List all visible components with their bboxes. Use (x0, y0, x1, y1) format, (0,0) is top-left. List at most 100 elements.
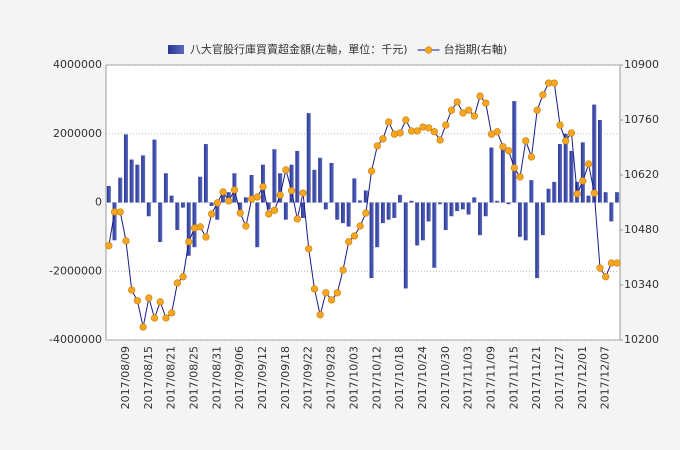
bar (420, 202, 425, 241)
marker (396, 129, 404, 137)
bar (500, 147, 505, 203)
bar (432, 202, 437, 268)
x-tick-label: 2017/10/30 (439, 346, 452, 409)
bar (398, 194, 403, 203)
bar (489, 147, 494, 203)
marker (310, 285, 319, 293)
x-tick-label: 2017/10/12 (370, 346, 383, 409)
bar (289, 164, 294, 203)
marker (579, 177, 587, 185)
x-tick-label: 2017/08/25 (188, 346, 201, 409)
marker (265, 210, 273, 218)
y2-tick-label: 10480 (624, 223, 659, 236)
bar (478, 202, 483, 236)
marker (322, 289, 330, 297)
x-tick-label: 2017/11/09 (485, 346, 498, 409)
x-tick-label: 2017/09/06 (233, 346, 246, 409)
bar (443, 202, 448, 230)
bar (221, 193, 226, 203)
marker (316, 311, 324, 319)
marker (356, 222, 364, 230)
marker (350, 232, 359, 240)
bar (243, 197, 248, 203)
bar (466, 202, 471, 215)
x-tick-label: 2017/12/01 (576, 346, 589, 409)
marker (230, 186, 239, 194)
bar (380, 202, 385, 224)
marker (156, 298, 164, 306)
bar (266, 202, 271, 210)
x-tick-label: 2017/10/18 (393, 346, 406, 409)
bar (512, 101, 517, 203)
x-tick-label: 2017/11/27 (553, 346, 566, 409)
x-tick-label: 2017/09/28 (325, 346, 338, 409)
marker (219, 188, 227, 196)
bar (592, 104, 597, 203)
y2-tick-label: 10760 (624, 113, 659, 126)
marker (567, 129, 576, 137)
legend-swatch (424, 46, 433, 54)
marker (282, 166, 290, 174)
marker (202, 233, 210, 241)
bar (449, 202, 454, 217)
legend-label: 八大官股行庫買賣超金額(左軸，單位：千元) (190, 42, 408, 56)
marker (179, 273, 187, 281)
marker (459, 109, 467, 117)
bar (341, 202, 346, 224)
bar (483, 202, 488, 217)
bar (535, 202, 540, 279)
bar (403, 202, 408, 289)
y-tick-label: 4000000 (53, 58, 102, 71)
marker (333, 289, 341, 297)
y-tick-label: -4000000 (49, 333, 102, 346)
marker (510, 164, 518, 172)
bar (163, 173, 168, 203)
bar (523, 202, 528, 241)
bar (580, 142, 585, 203)
bar (415, 202, 420, 246)
marker (253, 193, 261, 201)
y2-tick-label: 10620 (624, 168, 659, 181)
marker (402, 116, 410, 124)
bar (506, 202, 511, 205)
bar (518, 202, 523, 237)
marker (533, 106, 541, 114)
bar (215, 202, 220, 220)
marker (613, 259, 621, 267)
bar (472, 197, 477, 203)
bar (272, 149, 277, 203)
marker (413, 127, 421, 135)
marker (527, 153, 536, 161)
marker (133, 297, 142, 305)
marker (105, 242, 113, 250)
marker (339, 266, 347, 274)
bar (129, 159, 134, 203)
bar (346, 202, 351, 227)
bar (158, 202, 163, 243)
marker (162, 314, 170, 322)
marker (562, 137, 570, 145)
marker (430, 128, 438, 136)
marker (476, 92, 484, 100)
marker (225, 197, 233, 205)
bar (312, 169, 317, 203)
marker (590, 189, 598, 197)
bar (552, 181, 557, 203)
marker (602, 273, 610, 281)
y2-tick-label: 10900 (624, 58, 659, 71)
bar (352, 178, 357, 203)
marker (185, 238, 193, 246)
marker (447, 106, 456, 114)
bar (495, 200, 500, 203)
bar (329, 162, 334, 203)
bar (209, 202, 214, 206)
bar (203, 144, 208, 203)
bar (586, 195, 591, 203)
legend-label: 台指期(右軸) (444, 42, 508, 56)
marker (299, 189, 307, 197)
marker (465, 106, 473, 114)
bar (238, 202, 243, 217)
marker (379, 135, 387, 143)
bar (335, 202, 340, 220)
